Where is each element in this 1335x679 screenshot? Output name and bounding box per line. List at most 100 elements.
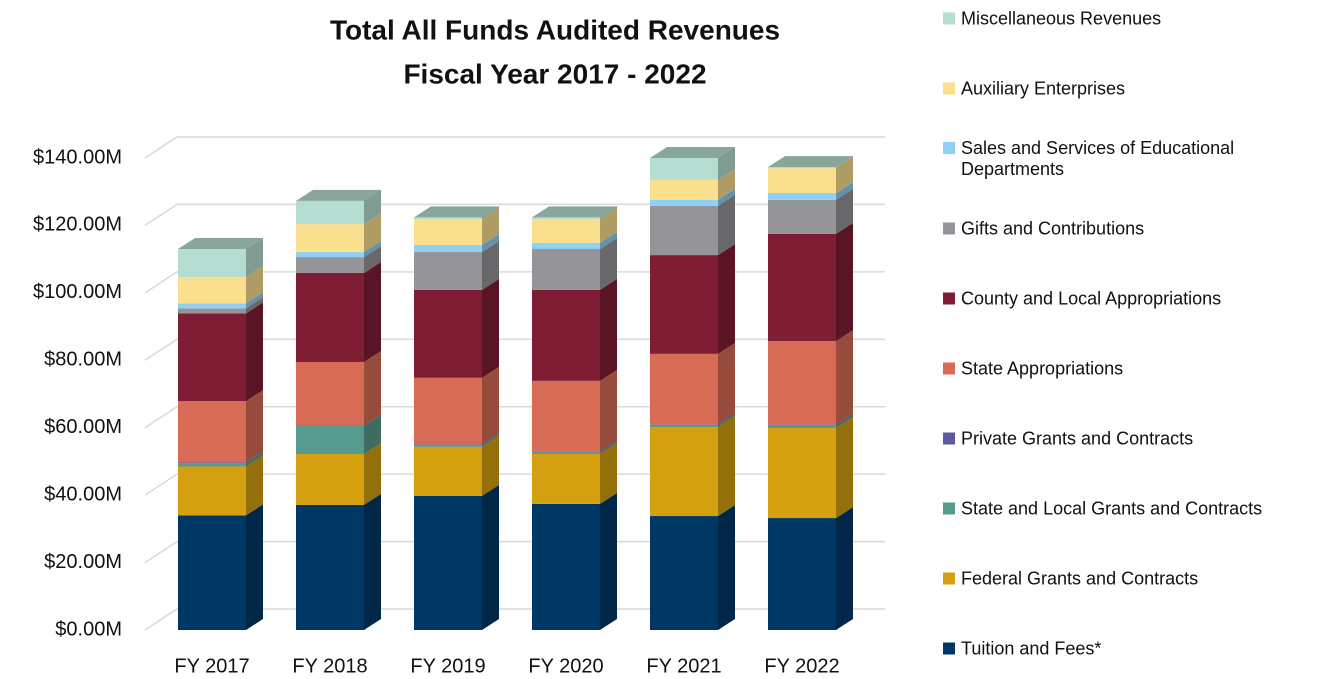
bar-segment [178, 303, 246, 309]
bar-segment [650, 353, 718, 425]
bar-segment [532, 451, 600, 453]
bar-side [600, 278, 617, 381]
bar-segment [768, 193, 836, 200]
legend-label: Auxiliary Enterprises [961, 78, 1126, 99]
bar-segment [178, 277, 246, 304]
bar-side [482, 366, 499, 445]
legend-label: County and Local Appropriations [961, 288, 1222, 309]
chart: Total All Funds Audited Revenues Fiscal … [33, 14, 885, 677]
bar-segment [178, 462, 246, 464]
bar-segment [532, 249, 600, 290]
bar-segment [414, 219, 482, 245]
legend-item: Miscellaneous Revenues [943, 9, 1323, 30]
bar-side [718, 147, 735, 180]
x-tick-label: FY 2017 [174, 655, 249, 677]
legend-label: Tuition and Fees* [961, 638, 1102, 659]
bar-side [482, 484, 499, 630]
bar-side [482, 206, 499, 220]
bar-side [246, 238, 263, 278]
grid-line [144, 473, 885, 496]
bar-segment [532, 219, 600, 243]
bar-segment [532, 454, 600, 504]
legend-label: Private Grants and Contracts [961, 428, 1194, 449]
bar-segment [296, 361, 364, 426]
bar-segment [768, 199, 836, 234]
bar-segment [650, 255, 718, 354]
bar-side [246, 302, 263, 402]
bar-segment [178, 466, 246, 516]
grid-line [144, 203, 885, 227]
y-tick-label: $60.00M [44, 416, 122, 438]
bar-side [600, 441, 617, 455]
bar-top [178, 238, 263, 250]
bar-side [600, 369, 617, 452]
bar-segment [296, 454, 364, 505]
bar-segment [414, 377, 482, 445]
x-tick-label: FY 2022 [764, 655, 839, 677]
bar-side [482, 208, 499, 245]
bar-side [364, 414, 381, 427]
bar-segment [768, 341, 836, 425]
bar-side [246, 452, 263, 467]
bar-side [718, 194, 735, 256]
bar-top [768, 156, 853, 168]
bar-side [364, 350, 381, 426]
bar-side [364, 213, 381, 253]
y-tick-label: $0.00M [55, 618, 122, 640]
bar-side [718, 342, 735, 425]
bar-side [836, 188, 853, 234]
bar-segment [414, 444, 482, 446]
grid-line [144, 608, 885, 631]
bar-segment [650, 179, 718, 200]
bar-side [600, 238, 617, 290]
bar-side [482, 433, 499, 446]
bar-side [364, 241, 381, 258]
bar-segment [650, 199, 718, 206]
grid-line [144, 338, 885, 361]
x-tick-label: FY 2019 [410, 655, 485, 677]
grid-line [144, 405, 885, 429]
bar-side [364, 246, 381, 273]
bar-segment [296, 257, 364, 273]
legend-item: Tuition and Fees* [943, 639, 1323, 660]
bar-side [482, 434, 499, 447]
grid-line [144, 271, 885, 294]
bar-segment [414, 244, 482, 253]
bar-side [246, 297, 263, 314]
bar-segment [768, 428, 836, 519]
bar-side [246, 292, 263, 309]
bar-side [836, 222, 853, 342]
y-tick-label: $20.00M [44, 551, 122, 573]
bar-segment [768, 518, 836, 630]
bar-side [364, 189, 381, 225]
bar-segment [768, 425, 836, 429]
bar-side [364, 261, 381, 362]
grid-line [144, 540, 885, 564]
legend-item: Private Grants and Contracts [943, 429, 1323, 450]
bar-side [836, 507, 853, 630]
legend-label: Gifts and Contributions [961, 218, 1145, 239]
bar-segment [178, 515, 246, 630]
legend-swatch [943, 142, 955, 154]
bar-segment [532, 217, 600, 220]
legend-swatch [943, 502, 955, 515]
bar-side [482, 435, 499, 496]
legend-label: Federal Grants and Contracts [961, 568, 1199, 589]
bar-side [364, 415, 381, 455]
bar-segment [768, 168, 836, 194]
bar-side [836, 417, 853, 519]
bar-side [718, 244, 735, 354]
bar-side [600, 208, 617, 243]
bar-top [532, 206, 617, 218]
x-tick-label: FY 2018 [292, 655, 367, 677]
legend-swatch [943, 572, 955, 585]
bar-segment [414, 446, 482, 496]
legend-swatch [943, 222, 955, 235]
bar-side [364, 443, 381, 505]
bar-segment [532, 452, 600, 455]
x-tick-label: FY 2021 [646, 655, 721, 677]
legend-swatch [943, 642, 955, 655]
legend-item: Federal Grants and Contracts [943, 569, 1323, 590]
bar-side [718, 505, 735, 630]
bar-side [836, 156, 853, 169]
